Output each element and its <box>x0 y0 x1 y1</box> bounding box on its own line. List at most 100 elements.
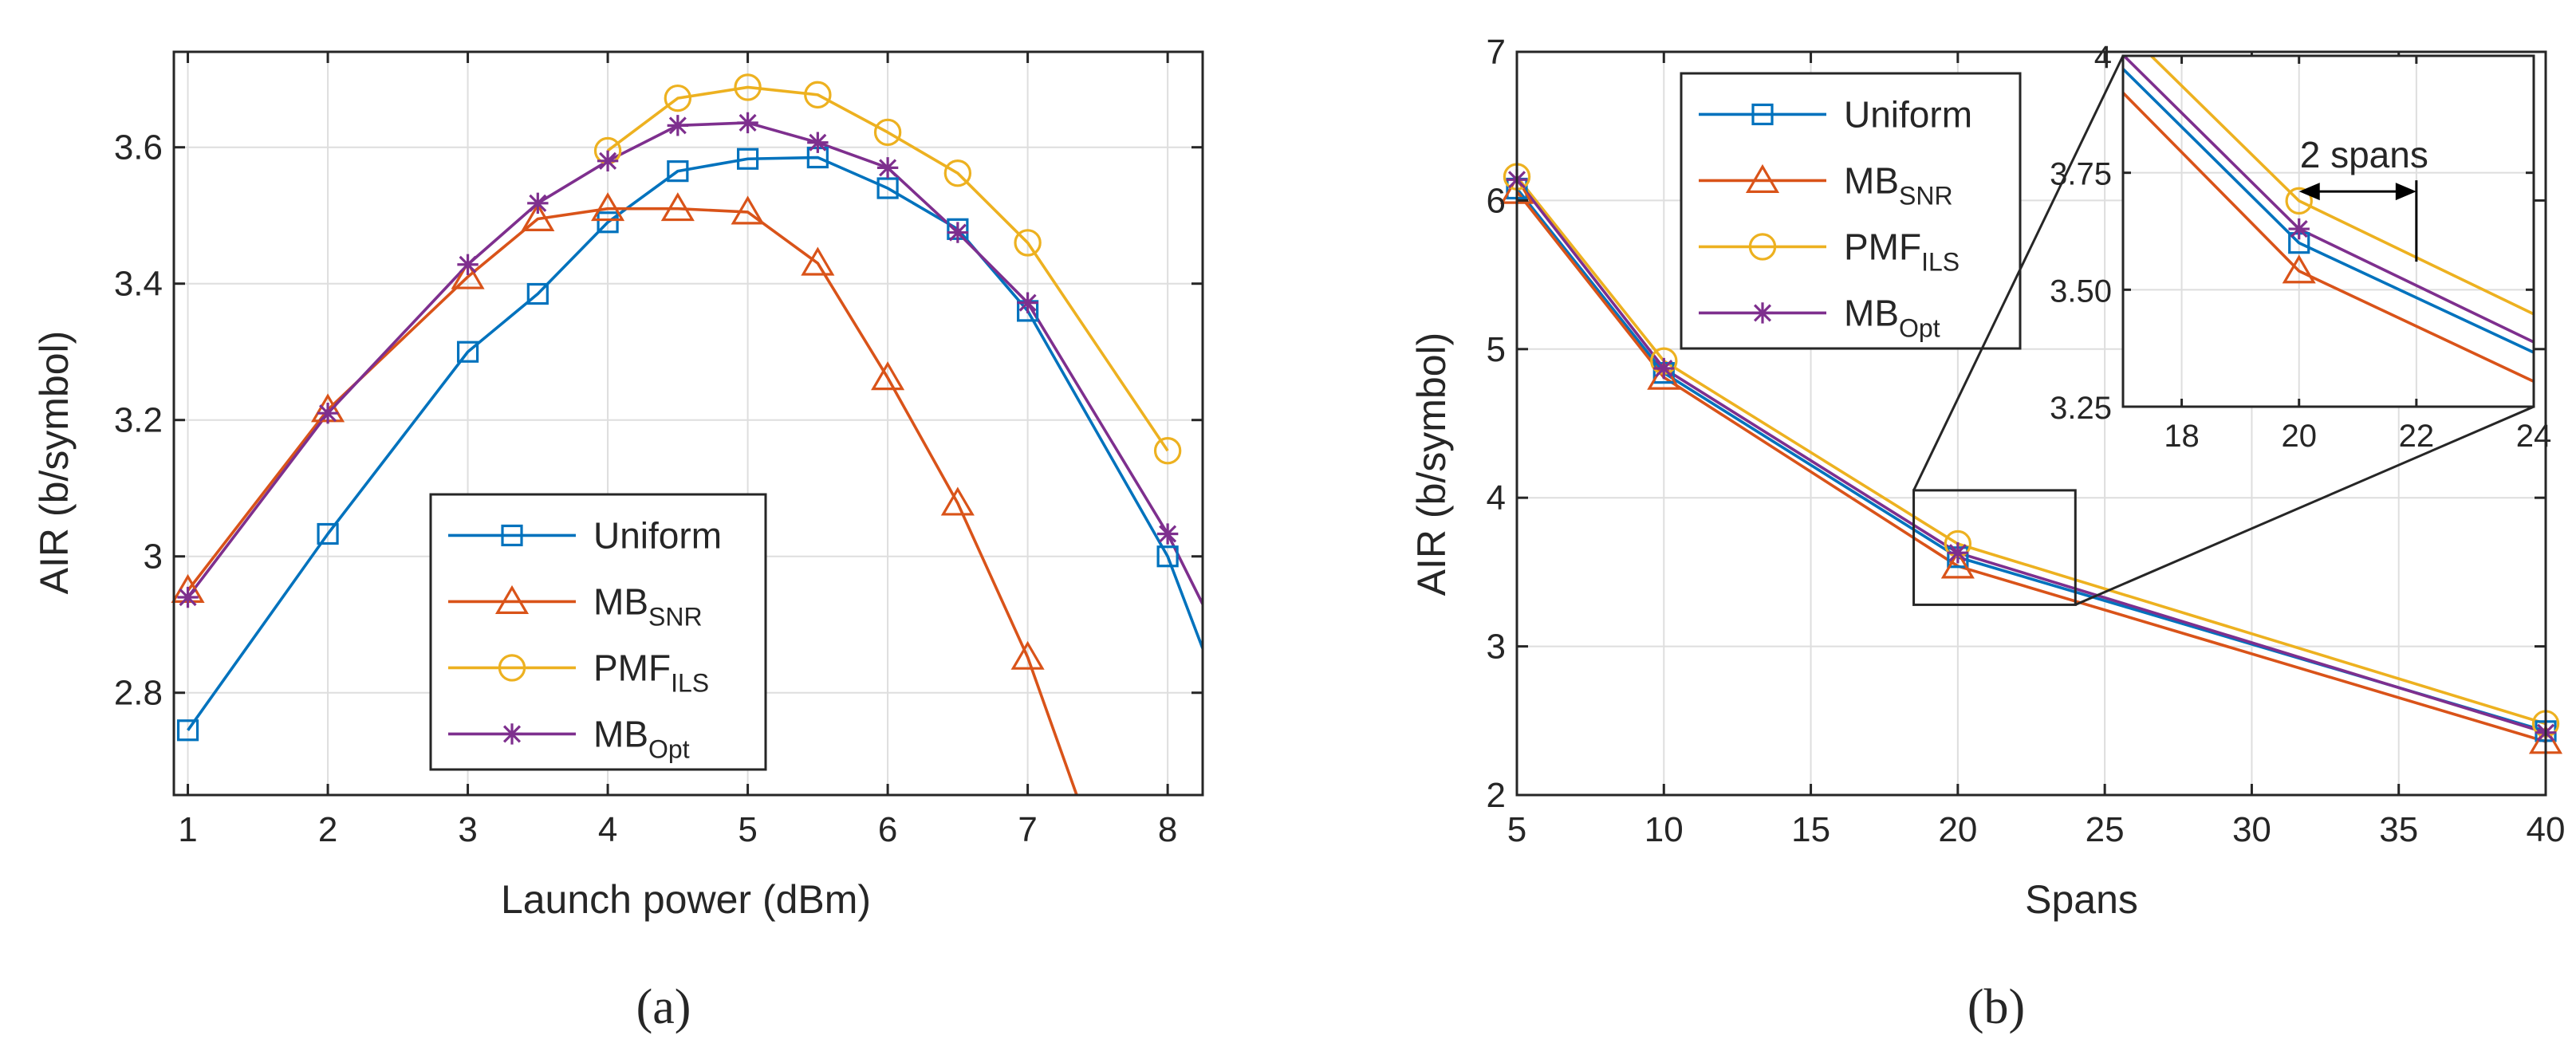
chart-a-data-point-mb-opt <box>876 157 899 179</box>
inset-markers <box>2282 187 2316 284</box>
chart-a-data-point-mb-opt <box>1156 523 1179 545</box>
chart-a-plot-frame <box>172 50 1204 797</box>
chart-b-series-line-pmf-ils <box>1515 175 2546 726</box>
chart-b-x-tick-label: 30 <box>2232 810 2271 849</box>
chart-b: 5 10 15 20 25 30 35 40 2 3 4 5 6 7 Spans AIR (b/symbo… <box>1409 33 2566 1034</box>
chart-b-y-tick-label: 6 <box>1487 181 1506 220</box>
panel-label-b: (b) <box>1967 980 2025 1034</box>
chart-b-x-tick-label: 15 <box>1791 810 1830 849</box>
chart-a-data-point-mb-opt <box>527 192 549 215</box>
chart-b-x-tick-label: 40 <box>2527 810 2566 849</box>
chart-b-legend-item: Uniform <box>1844 93 1972 135</box>
chart-b-series-line-mb-opt <box>1515 179 2546 734</box>
chart-a-x-tick-label: 4 <box>598 810 617 849</box>
chart-a-data-point-mb-opt <box>457 254 479 275</box>
legend-label-base: MB <box>1844 292 1899 333</box>
chart-a-data-point-pmf-ils <box>804 81 832 109</box>
chart-a-legend-item: PMFILS <box>593 647 709 697</box>
chart-b-inset: 18 20 22 24 3.25 3.50 3.75 4 2 spans <box>2050 40 2551 454</box>
chart-a-x-tick-label: 6 <box>878 810 897 849</box>
chart-b-x-tick-label: 10 <box>1644 810 1684 849</box>
chart-b-data-point-mb-opt <box>1653 357 1675 380</box>
chart-b-legend-marker <box>1751 103 1774 126</box>
chart-a-y-tick-label: 3.4 <box>114 265 163 304</box>
chart-b-plot-frame <box>1515 50 2547 797</box>
chart-a-markers <box>171 73 1182 742</box>
chart-a-data-point-mb-opt <box>597 150 619 172</box>
chart-a-data-point-uniform <box>1156 545 1179 568</box>
chart-a-data-point-uniform <box>317 522 339 545</box>
legend-label-subscript: Opt <box>648 734 690 763</box>
chart-a-y-tick-label: 3.2 <box>114 401 163 440</box>
chart-a-data-point-pmf-ils <box>943 159 972 187</box>
inset-annotation-text: 2 spans <box>2300 134 2428 175</box>
chart-a-data-point-uniform <box>526 282 549 305</box>
chart-a: 1 2 3 4 5 6 7 8 2.8 3 3.2 3.4 3.6 Launch power (dBm)… <box>32 50 1204 1034</box>
chart-a-data-point-uniform <box>876 177 899 199</box>
zoom-rectangle <box>1912 489 2077 606</box>
chart-b-x-tick-label: 20 <box>1938 810 1977 849</box>
chart-b-ylabel: AIR (b/symbol) <box>1409 333 1454 596</box>
chart-b-legend-marker <box>1751 302 1774 324</box>
inset-data-point-pmf-ils <box>2285 187 2313 215</box>
chart-a-data-point-pmf-ils <box>664 84 692 112</box>
chart-a-data-point-mb-opt <box>807 132 829 153</box>
chart-a-data-point-uniform <box>736 148 759 170</box>
chart-a-data-point-mb-snr <box>591 192 625 222</box>
chart-a-legend-item: MBOpt <box>593 713 690 763</box>
chart-b-legend-item: PMFILS <box>1844 226 1960 276</box>
chart-a-data-point-mb-opt <box>737 112 758 134</box>
chart-a-data-point-uniform <box>667 160 689 183</box>
chart-a-x-tick-label: 7 <box>1018 810 1037 849</box>
chart-a-ticks: 1 2 3 4 5 6 7 8 2.8 3 3.2 3.4 3.6 <box>114 52 1203 849</box>
inset-x-tick-label: 22 <box>2399 419 2435 454</box>
chart-b-x-tick-label: 35 <box>2379 810 2418 849</box>
inset-x-tick-label: 18 <box>2164 419 2200 454</box>
panel-label-a: (a) <box>636 980 691 1034</box>
chart-a-data-point-mb-opt <box>1017 292 1038 313</box>
chart-b-y-tick-label: 4 <box>1487 478 1506 518</box>
chart-b-series-lines <box>1515 175 2546 743</box>
chart-a-y-tick-label: 3.6 <box>114 128 163 167</box>
chart-a-y-tick-label: 3 <box>144 537 163 577</box>
chart-a-data-point-mb-snr <box>871 361 905 391</box>
legend-label-subscript: SNR <box>1899 181 1953 210</box>
chart-a-y-tick-label: 2.8 <box>114 674 163 713</box>
chart-a-data-point-mb-opt <box>947 222 969 243</box>
legend-label-base: MB <box>593 581 648 622</box>
chart-b-y-tick-label: 7 <box>1487 33 1506 72</box>
legend-label-base: PMF <box>1844 226 1921 267</box>
inset-y-tick-label: 3.75 <box>2050 157 2112 192</box>
chart-a-legend-marker <box>494 585 530 614</box>
chart-a-data-point-pmf-ils <box>1153 437 1182 465</box>
chart-a-legend-box <box>429 493 767 771</box>
chart-a-xlabel: Launch power (dBm) <box>501 877 871 922</box>
chart-b-xlabel: Spans <box>2025 877 2138 922</box>
chart-a-data-point-mb-snr <box>521 202 555 232</box>
chart-a-x-tick-label: 8 <box>1158 810 1177 849</box>
inset-ticks: 18 20 22 24 3.25 3.50 3.75 4 <box>2050 40 2551 454</box>
inset-y-tick-label: 4 <box>2094 40 2112 75</box>
legend-label-subscript: ILS <box>671 668 709 697</box>
inset-data-point-mb-opt <box>2288 218 2310 240</box>
chart-b-ticks: 5 10 15 20 25 30 35 40 2 3 4 5 6 7 <box>1487 33 2566 849</box>
chart-a-data-point-mb-opt <box>317 402 339 424</box>
chart-b-data-point-mb-opt <box>1947 541 1969 564</box>
chart-a-data-point-uniform <box>456 340 479 363</box>
chart-a-data-point-uniform <box>597 211 619 234</box>
chart-b-series-line-mb-snr <box>1515 191 2546 743</box>
chart-a-data-point-mb-snr <box>1010 640 1045 670</box>
chart-a-legend-marker <box>501 723 523 745</box>
chart-a-ylabel: AIR (b/symbol) <box>32 331 77 595</box>
chart-a-data-point-uniform <box>176 719 199 742</box>
chart-b-legend-marker <box>1745 163 1780 193</box>
chart-a-data-point-mb-opt <box>667 115 689 136</box>
chart-a-legend-item: MBSNR <box>593 581 703 631</box>
legend-label-subscript: Opt <box>1899 313 1940 342</box>
chart-b-data-point-mb-snr <box>1940 549 1975 579</box>
inset-x-tick-label: 20 <box>2281 419 2317 454</box>
chart-a-data-point-pmf-ils <box>734 73 762 101</box>
